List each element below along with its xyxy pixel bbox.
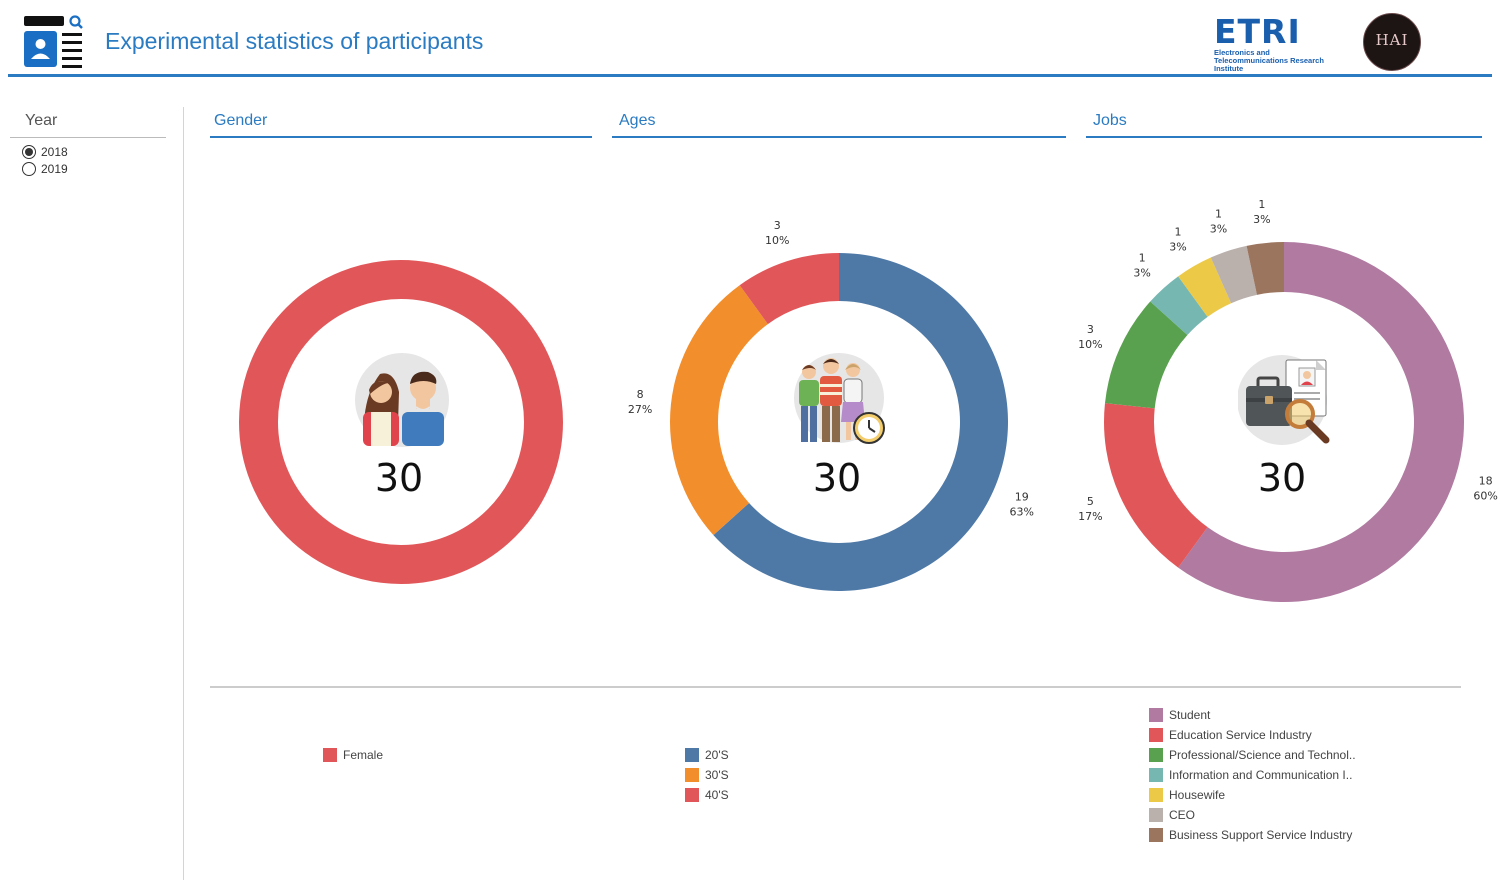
legend-label: Professional/Science and Technol.. xyxy=(1169,748,1356,762)
hai-logo-text: HAI xyxy=(1364,31,1420,49)
ages-section-divider xyxy=(612,136,1066,138)
jobs-slice-percent-label: 60% xyxy=(1473,490,1497,503)
legend-label: Housewife xyxy=(1169,788,1225,802)
legend-swatch xyxy=(1149,708,1163,722)
ages-legend-item[interactable]: 20'S xyxy=(685,745,729,765)
legend-label: Student xyxy=(1169,708,1210,722)
jobs-legend-item[interactable]: Information and Communication I.. xyxy=(1149,765,1356,785)
jobs-legend-item[interactable]: CEO xyxy=(1149,805,1356,825)
legend-swatch xyxy=(1149,808,1163,822)
radio-selected-icon[interactable] xyxy=(22,145,36,159)
couple-icon xyxy=(354,352,450,448)
header: Experimental statistics of participants … xyxy=(0,0,1500,76)
gender-legend: Female xyxy=(323,745,383,765)
gender-legend-item[interactable]: Female xyxy=(323,745,383,765)
radio-unselected-icon[interactable] xyxy=(22,162,36,176)
legend-label: Education Service Industry xyxy=(1169,728,1312,742)
jobs-slice-4[interactable] xyxy=(1178,258,1231,317)
year-option-2018[interactable]: 2018 xyxy=(22,145,68,159)
legend-swatch xyxy=(1149,788,1163,802)
jobs-slice-percent-label: 10% xyxy=(1078,338,1102,351)
legend-swatch xyxy=(1149,768,1163,782)
jobs-slice-3[interactable] xyxy=(1150,276,1207,335)
legend-swatch xyxy=(1149,748,1163,762)
jobs-legend-item[interactable]: Professional/Science and Technol.. xyxy=(1149,745,1356,765)
legend-label: Information and Communication I.. xyxy=(1169,768,1352,782)
legend-label: Business Support Service Industry xyxy=(1169,828,1352,842)
legend-label: Female xyxy=(343,748,383,762)
ages-total-label: 30 xyxy=(813,456,861,500)
gender-section-title: Gender xyxy=(214,112,267,130)
jobs-slice-6[interactable] xyxy=(1247,242,1284,295)
year-option-label: 2018 xyxy=(41,145,68,159)
jobs-legend-item[interactable]: Education Service Industry xyxy=(1149,725,1356,745)
page-title: Experimental statistics of participants xyxy=(105,28,483,55)
jobs-slice-value-label: 1 xyxy=(1258,198,1265,211)
jobs-slice-percent-label: 17% xyxy=(1078,510,1102,523)
legend-label: 40'S xyxy=(705,788,729,802)
filter-panel-divider xyxy=(183,107,184,880)
jobs-slice-value-label: 1 xyxy=(1215,207,1222,220)
legend-swatch xyxy=(323,748,337,762)
etri-logo-subtitle: Electronics and Telecommunications Resea… xyxy=(1214,49,1338,73)
etri-logo: ETRI Electronics and Telecommunications … xyxy=(1214,15,1338,65)
etri-logo-text: ETRI xyxy=(1214,15,1338,49)
ages-slice-2[interactable] xyxy=(740,253,839,324)
jobs-legend-item[interactable]: Housewife xyxy=(1149,785,1356,805)
gender-total-label: 30 xyxy=(375,456,423,500)
legend-swatch xyxy=(685,768,699,782)
jobs-total-label: 30 xyxy=(1258,456,1306,500)
jobs-slice-percent-label: 3% xyxy=(1210,222,1227,235)
ages-section-title: Ages xyxy=(619,112,655,130)
jobs-slice-percent-label: 3% xyxy=(1169,240,1186,253)
ages-slice-value-label: 19 xyxy=(1015,490,1029,503)
people-clock-icon xyxy=(791,352,887,448)
legend-swatch xyxy=(685,748,699,762)
jobs-slice-value-label: 1 xyxy=(1139,251,1146,264)
legend-swatch xyxy=(685,788,699,802)
jobs-slice-percent-label: 3% xyxy=(1253,213,1270,226)
jobs-slice-1[interactable] xyxy=(1104,403,1208,567)
ages-slice-value-label: 8 xyxy=(637,388,644,401)
gender-section-divider xyxy=(210,136,592,138)
ages-legend-item[interactable]: 30'S xyxy=(685,765,729,785)
dashboard-profile-icon xyxy=(22,14,84,70)
jobs-slice-5[interactable] xyxy=(1211,246,1257,303)
year-filter-title: Year xyxy=(25,112,57,130)
briefcase-search-icon xyxy=(1238,352,1334,448)
ages-legend-item[interactable]: 40'S xyxy=(685,785,729,805)
ages-slice-percent-label: 10% xyxy=(765,234,789,247)
ages-legend: 20'S 30'S 40'S xyxy=(685,745,729,805)
jobs-slice-value-label: 1 xyxy=(1175,225,1182,238)
jobs-section-divider xyxy=(1086,136,1482,138)
jobs-section-title: Jobs xyxy=(1093,112,1127,130)
jobs-slice-value-label: 3 xyxy=(1087,323,1094,336)
header-divider xyxy=(8,74,1492,77)
year-option-2019[interactable]: 2019 xyxy=(22,162,68,176)
jobs-slice-percent-label: 3% xyxy=(1133,266,1150,279)
ages-slice-value-label: 3 xyxy=(774,219,781,232)
legend-label: 20'S xyxy=(705,748,729,762)
legend-swatch xyxy=(1149,828,1163,842)
legend-divider xyxy=(210,686,1461,688)
jobs-slice-2[interactable] xyxy=(1105,302,1187,409)
ages-slice-percent-label: 63% xyxy=(1009,505,1033,518)
ages-slice-percent-label: 27% xyxy=(628,403,652,416)
jobs-legend-item[interactable]: Business Support Service Industry xyxy=(1149,825,1356,845)
jobs-legend-item[interactable]: Student xyxy=(1149,705,1356,725)
jobs-slice-value-label: 5 xyxy=(1087,495,1094,508)
legend-swatch xyxy=(1149,728,1163,742)
hai-logo: HAI xyxy=(1363,13,1421,71)
legend-label: CEO xyxy=(1169,808,1195,822)
year-option-label: 2019 xyxy=(41,162,68,176)
jobs-slice-value-label: 18 xyxy=(1479,475,1493,488)
ages-slice-1[interactable] xyxy=(670,285,768,535)
legend-label: 30'S xyxy=(705,768,729,782)
jobs-legend: Student Education Service Industry Profess… xyxy=(1149,705,1356,845)
year-filter-divider xyxy=(10,137,166,138)
